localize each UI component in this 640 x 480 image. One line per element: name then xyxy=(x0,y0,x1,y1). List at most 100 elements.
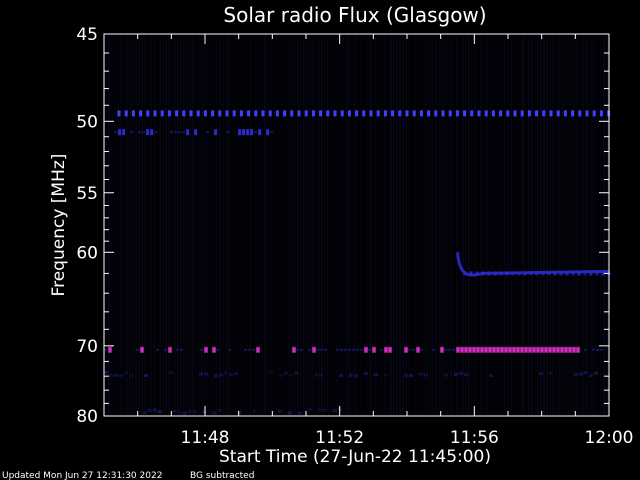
noise-streak xyxy=(180,35,182,415)
faint-cell xyxy=(124,371,128,375)
band-highlight xyxy=(517,347,519,352)
noise-streak xyxy=(582,35,584,415)
faint-cell xyxy=(349,373,353,377)
band-cell xyxy=(444,348,447,351)
noise-streak xyxy=(366,35,368,415)
faint-cell xyxy=(489,374,493,378)
noise-streak xyxy=(465,35,467,415)
burst-cell xyxy=(577,271,581,276)
band-cell xyxy=(319,110,323,117)
band-cell xyxy=(405,110,409,117)
noise-streak xyxy=(192,35,194,415)
y-tick-label: 45 xyxy=(76,25,98,45)
noise-streak xyxy=(255,35,257,415)
faint-cell xyxy=(277,409,282,413)
band-cell xyxy=(189,110,193,117)
noise-streak xyxy=(477,35,479,415)
noise-streak xyxy=(312,35,314,415)
noise-streak xyxy=(603,35,605,415)
faint-cell xyxy=(319,373,323,377)
noise-streak xyxy=(165,35,167,415)
band-cell xyxy=(542,110,546,117)
band-cell xyxy=(463,110,467,117)
noise-streak xyxy=(171,35,173,415)
faint-cell xyxy=(177,410,182,414)
noise-streak xyxy=(156,35,158,415)
band-cell xyxy=(571,110,575,117)
band-cell xyxy=(206,131,210,134)
burst-cell xyxy=(583,271,587,276)
band-cell xyxy=(592,110,596,117)
noise-streak xyxy=(348,35,350,415)
band-highlight xyxy=(169,347,171,352)
noise-streak xyxy=(558,35,560,415)
faint-cell xyxy=(314,373,318,377)
band-cell xyxy=(347,110,351,117)
noise-streak xyxy=(573,35,575,415)
band-cell xyxy=(250,129,254,136)
band-highlight xyxy=(385,347,387,352)
burst-drift-60-61.5MHz xyxy=(456,252,611,277)
band-cell xyxy=(218,110,222,117)
burst-cell xyxy=(493,271,497,276)
band-highlight xyxy=(457,347,459,352)
band-cell xyxy=(455,110,459,117)
band-cell xyxy=(380,348,383,351)
band-highlight xyxy=(485,347,487,352)
band-highlight xyxy=(549,347,551,352)
band-cell xyxy=(434,110,438,117)
band-cell xyxy=(408,348,411,351)
faint-cell xyxy=(169,371,173,375)
band-cell xyxy=(336,348,339,351)
noise-streak xyxy=(588,35,590,415)
band-cell xyxy=(226,131,230,134)
band-highlight xyxy=(561,347,563,352)
noise-streak xyxy=(444,35,446,415)
noise-streak xyxy=(537,35,539,415)
faint-cell xyxy=(119,374,123,377)
burst-cell xyxy=(517,271,521,276)
faint-cell xyxy=(269,371,273,375)
band-cell xyxy=(254,131,258,134)
noise-streak xyxy=(306,35,308,415)
noise-streak xyxy=(144,35,146,415)
band-highlight xyxy=(529,347,531,352)
faint-cell xyxy=(212,411,217,415)
band-cell xyxy=(180,348,183,351)
band-highlight xyxy=(293,347,295,352)
noise-streak xyxy=(201,35,203,415)
band-cell xyxy=(283,110,287,117)
noise-streak xyxy=(498,35,500,415)
noise-streak xyxy=(375,35,377,415)
band-cell xyxy=(138,131,142,134)
band-cell xyxy=(432,348,435,351)
burst-cell xyxy=(469,271,473,276)
band-highlight xyxy=(441,347,443,352)
faint-cell xyxy=(172,409,177,413)
noise-streak xyxy=(342,35,344,415)
noise-streak xyxy=(150,35,152,415)
noise-streak xyxy=(351,35,353,415)
noise-streak xyxy=(492,35,494,415)
band-cell xyxy=(300,348,303,351)
noise-streak xyxy=(111,35,113,415)
band-highlight xyxy=(505,347,507,352)
noise-streak xyxy=(153,35,155,415)
noise-streak xyxy=(243,35,245,415)
band-cell xyxy=(369,110,373,117)
band-cell xyxy=(311,110,315,117)
band-cell xyxy=(146,110,150,117)
x-tick-label: 11:48 xyxy=(181,428,230,448)
noise-streak xyxy=(261,35,263,415)
rfi-band-70.5MHz xyxy=(104,346,603,353)
band-highlight xyxy=(405,347,407,352)
band-cell xyxy=(355,110,359,117)
noise-streak xyxy=(240,35,242,415)
noise-streak xyxy=(354,35,356,415)
noise-streak xyxy=(381,35,383,415)
faint-cell xyxy=(294,371,298,375)
noise-streak xyxy=(117,35,119,415)
noise-streak xyxy=(276,35,278,415)
noise-streak xyxy=(198,35,200,415)
band-highlight xyxy=(497,347,499,352)
